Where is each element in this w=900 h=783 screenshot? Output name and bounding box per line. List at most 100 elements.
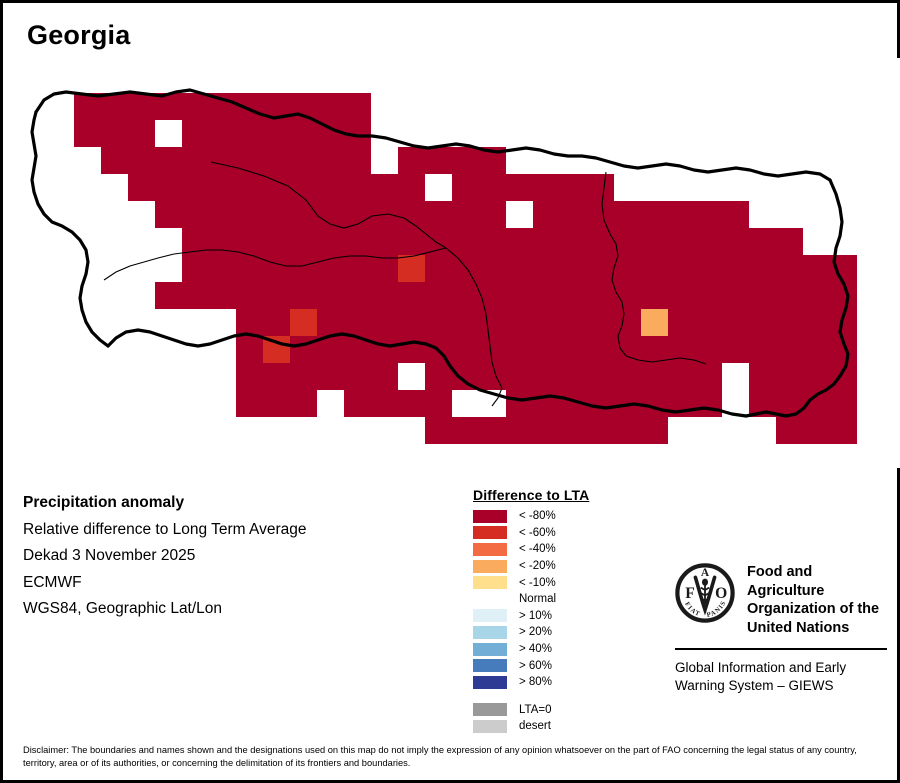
anomaly-cell — [668, 363, 695, 390]
anomaly-cell — [641, 309, 668, 336]
anomaly-cell — [182, 255, 209, 282]
anomaly-cell — [533, 282, 560, 309]
legend-class-row: > 60% — [473, 657, 623, 674]
anomaly-cell — [344, 228, 371, 255]
legend-class-swatch — [473, 509, 507, 523]
anomaly-cell — [587, 363, 614, 390]
legend-class-label: > 40% — [519, 643, 552, 656]
anomaly-cell — [398, 228, 425, 255]
anomaly-cell — [776, 336, 803, 363]
anomaly-cell — [182, 282, 209, 309]
anomaly-cell — [452, 174, 479, 201]
legend-class-swatch — [473, 659, 507, 673]
legend-class-label: < -60% — [519, 526, 556, 539]
anomaly-cell — [560, 201, 587, 228]
admin-boundaries-layer — [103, 161, 707, 407]
anomaly-cell — [182, 120, 209, 147]
anomaly-cell — [371, 363, 398, 390]
anomaly-cell — [803, 255, 830, 282]
map-canvas[interactable] — [6, 58, 900, 468]
anomaly-cell — [695, 336, 722, 363]
anomaly-cell — [452, 282, 479, 309]
anomaly-cell — [776, 282, 803, 309]
fao-organization-name: Food and Agriculture Organization of the… — [747, 563, 887, 637]
anomaly-cell — [506, 363, 533, 390]
anomaly-cell — [182, 174, 209, 201]
anomaly-cell — [722, 336, 749, 363]
anomaly-cell — [614, 309, 641, 336]
info-line-projection: WGS84, Geographic Lat/Lon — [23, 600, 223, 617]
anomaly-cell — [776, 417, 803, 444]
anomaly-cell — [263, 228, 290, 255]
anomaly-cell — [182, 201, 209, 228]
anomaly-cell — [182, 93, 209, 120]
anomaly-cell — [479, 282, 506, 309]
anomaly-cell — [506, 282, 533, 309]
legend-class-swatch — [473, 559, 507, 573]
anomaly-cell — [479, 174, 506, 201]
anomaly-cell — [155, 201, 182, 228]
map-info-block: Precipitation anomaly Relative differenc… — [23, 490, 443, 623]
anomaly-cell — [479, 336, 506, 363]
anomaly-cell — [614, 228, 641, 255]
anomaly-cell — [398, 201, 425, 228]
anomaly-cell — [344, 93, 371, 120]
legend-class-label: < -80% — [519, 510, 556, 523]
legend-class-swatch — [473, 593, 507, 606]
anomaly-cell — [479, 417, 506, 444]
anomaly-cell — [533, 336, 560, 363]
anomaly-cell — [425, 147, 452, 174]
anomaly-cell — [209, 201, 236, 228]
anomaly-cell — [452, 336, 479, 363]
anomaly-cell — [371, 390, 398, 417]
anomaly-cell — [506, 390, 533, 417]
anomaly-cell — [290, 174, 317, 201]
disclaimer-text: Disclaimer: The boundaries and names sho… — [23, 745, 857, 768]
fao-divider — [675, 648, 887, 650]
anomaly-cell — [317, 228, 344, 255]
anomaly-cell — [722, 282, 749, 309]
anomaly-cell — [614, 336, 641, 363]
anomaly-raster-layer — [74, 93, 857, 444]
anomaly-cell — [776, 309, 803, 336]
anomaly-cell — [560, 282, 587, 309]
anomaly-cell — [614, 363, 641, 390]
anomaly-cell — [641, 201, 668, 228]
anomaly-cell — [587, 417, 614, 444]
anomaly-cell — [344, 363, 371, 390]
anomaly-cell — [398, 309, 425, 336]
anomaly-cell — [371, 174, 398, 201]
anomaly-cell — [317, 174, 344, 201]
legend-class-row: < -60% — [473, 525, 623, 542]
legend-class-label: Normal — [519, 593, 557, 606]
legend-class-swatch — [473, 526, 507, 540]
legend-class-label: < -10% — [519, 576, 556, 589]
legend-class-label: < -40% — [519, 543, 556, 556]
fao-org-line-2: Organization of the — [747, 601, 880, 617]
anomaly-cell — [695, 390, 722, 417]
anomaly-cell — [722, 309, 749, 336]
anomaly-cell — [236, 390, 263, 417]
legend-class-row: > 20% — [473, 624, 623, 641]
anomaly-cell — [452, 255, 479, 282]
anomaly-cell — [263, 390, 290, 417]
anomaly-cell — [101, 93, 128, 120]
anomaly-cell — [479, 363, 506, 390]
anomaly-cell — [398, 255, 425, 282]
anomaly-cell — [344, 255, 371, 282]
legend-class-row: < -20% — [473, 558, 623, 575]
anomaly-cell — [776, 363, 803, 390]
anomaly-cell — [344, 174, 371, 201]
svg-text:O: O — [715, 585, 727, 602]
anomaly-cell — [209, 174, 236, 201]
legend-class-swatch — [473, 642, 507, 656]
anomaly-cell — [155, 93, 182, 120]
anomaly-cell — [290, 255, 317, 282]
anomaly-cell — [371, 255, 398, 282]
anomaly-cell — [614, 417, 641, 444]
anomaly-cell — [803, 363, 830, 390]
anomaly-cell — [452, 309, 479, 336]
anomaly-cell — [398, 174, 425, 201]
anomaly-cell — [587, 255, 614, 282]
